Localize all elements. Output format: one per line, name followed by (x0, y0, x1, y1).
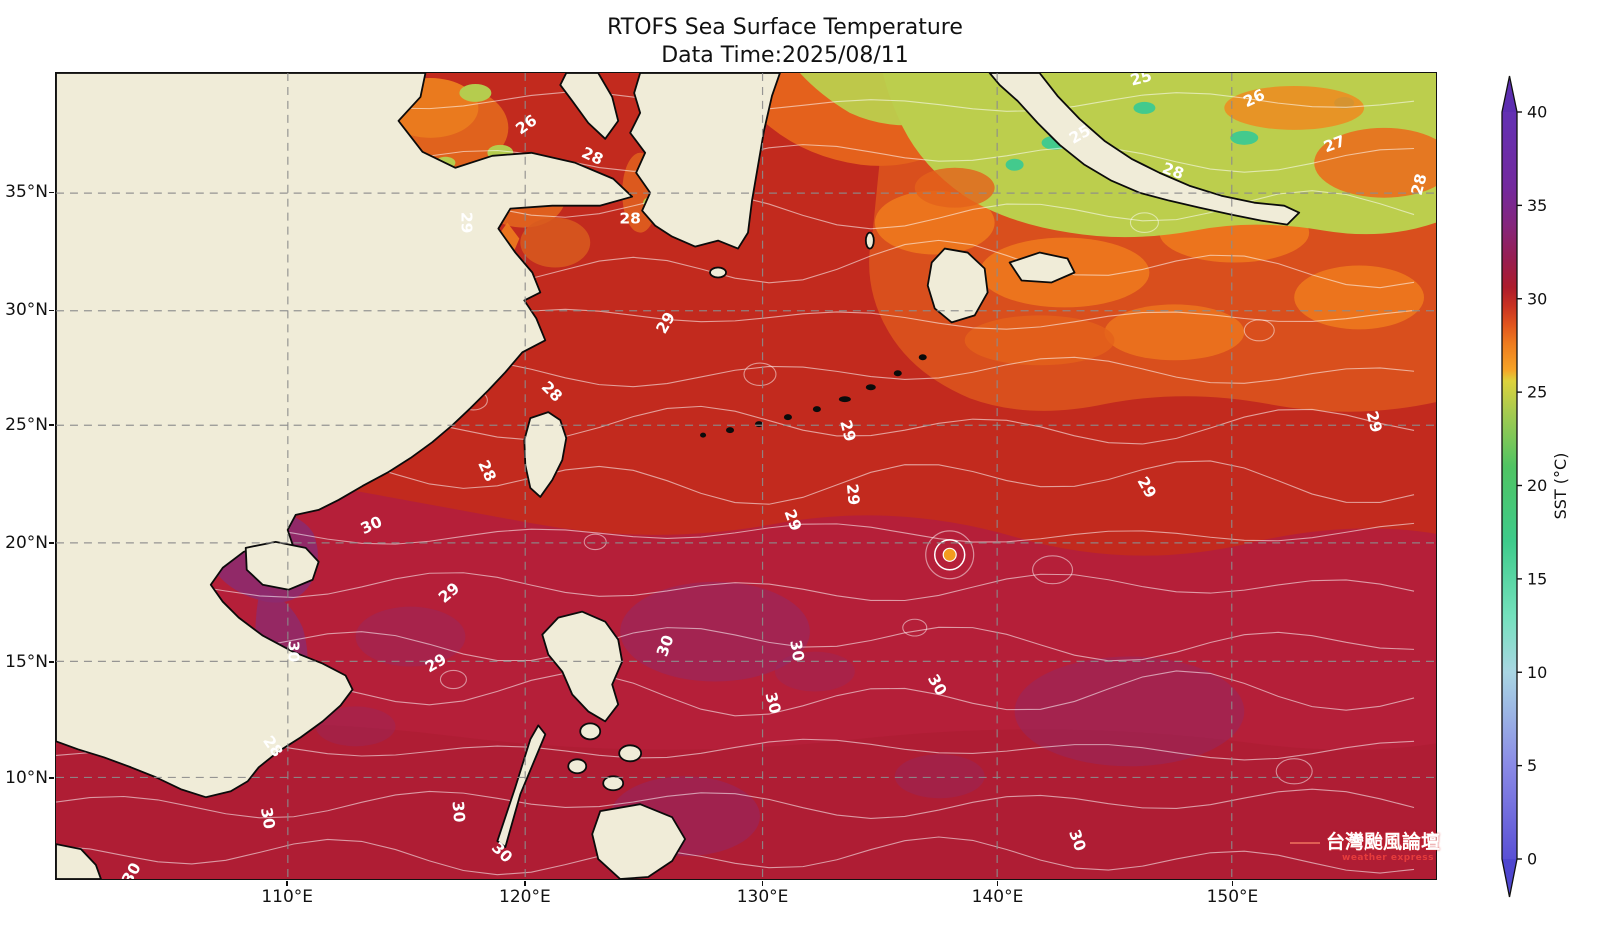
lon-tick-mark (1231, 881, 1234, 886)
colorbar: 0 5 10 15 20 25 30 35 40 SST (°C) (1501, 75, 1570, 898)
land-tsushima (864, 231, 875, 250)
watermark-subtitle: weather express (1342, 853, 1434, 863)
land-visayas (618, 744, 643, 763)
ryukyu-islands (700, 354, 927, 438)
contour-label: 29 (843, 483, 863, 506)
lon-tick-label: 130°E (736, 887, 789, 907)
land-liaodong (559, 73, 620, 140)
contour-label: 30 (761, 690, 784, 716)
contour-line (56, 623, 1415, 662)
closed-contour-ring (583, 533, 607, 551)
colorbar-ticks: 0 5 10 15 20 25 30 35 40 (1517, 103, 1547, 869)
colorbar-under-arrow (1502, 859, 1517, 897)
lon-tick-label: 150°E (1206, 887, 1259, 907)
lon-tick-label: 140°E (971, 887, 1024, 907)
land-mindanao (591, 803, 686, 879)
contour-label: 30 (257, 806, 279, 831)
colorbar-gradient (1502, 112, 1517, 859)
figure-title: RTOFS Sea Surface Temperature Data Time:… (0, 14, 1570, 69)
land-honshu (988, 73, 1301, 226)
lat-tick-label: 35°N (5, 182, 48, 203)
contour-line (56, 788, 1415, 820)
lon-tick-label: 110°E (261, 887, 314, 907)
colorbar-tick-label: 25 (1527, 383, 1547, 402)
land-kyushu (926, 247, 989, 324)
lat-tick-label: 15°N (5, 651, 48, 672)
land-visayas (602, 775, 625, 792)
lat-tick-mark (49, 542, 54, 544)
colorbar-tick-label: 20 (1527, 476, 1547, 495)
sea-color-regions (56, 73, 1436, 879)
lon-tick-mark (761, 881, 764, 886)
colorbar-tick-label: 30 (1527, 289, 1547, 308)
lat-tick-mark (49, 191, 54, 194)
watermark: 台灣颱風論壇 weather express (1289, 831, 1440, 863)
lon-tick-mark (286, 881, 288, 886)
colorbar-tick-label: 10 (1527, 663, 1547, 682)
land-china-indochina (56, 73, 634, 799)
contour-line (56, 572, 1415, 602)
closed-contour-ring (743, 362, 777, 386)
colorbar-tick-label: 5 (1527, 756, 1537, 775)
land-visayas (567, 758, 588, 775)
contour-label: 29 (457, 212, 475, 234)
lat-tick-label: 20°N (5, 533, 48, 554)
colorbar-tick-label: 15 (1527, 569, 1547, 588)
lat-tick-mark (49, 309, 54, 312)
colorbar-tick-label: 35 (1527, 196, 1547, 215)
lon-tick-mark (524, 881, 526, 886)
title-line1: RTOFS Sea Surface Temperature (607, 15, 963, 40)
land-hainan (244, 540, 320, 591)
closed-contour-ring (1275, 758, 1313, 785)
contour-line (56, 836, 1415, 876)
lat-tick-label: 30°N (5, 300, 48, 321)
land-masses (56, 73, 1301, 879)
contour-label: 30 (786, 639, 808, 664)
land-shikoku (1008, 251, 1076, 284)
contour-label: 29 (1362, 409, 1385, 434)
closed-contour-ring (439, 669, 467, 690)
land-palawan (496, 724, 547, 848)
colorbar-tick-label: 40 (1527, 103, 1547, 122)
lon-tick-mark (996, 881, 999, 886)
colorbar-over-arrow (1502, 76, 1517, 112)
lat-tick-label: 10°N (5, 768, 48, 789)
watermark-dash (1289, 841, 1320, 844)
land-gulf-of-thailand-coast (56, 843, 102, 879)
closed-contour-ring (1129, 212, 1159, 233)
lat-tick-label: 25°N (5, 415, 48, 436)
warm-eddy (925, 530, 975, 580)
lat-tick-mark (49, 661, 54, 663)
contour-label: 29 (836, 418, 859, 443)
closed-contour-ring (1243, 319, 1275, 342)
land-luzon (541, 610, 624, 723)
map-plot: 26 28 29 28 28 28 29 29 29 29 30 29 30 29 28 30 30 30 30 30… (55, 72, 1440, 880)
colorbar-axis-label: SST (°C) (1551, 453, 1570, 520)
land-jeju (709, 266, 727, 279)
contour-label: 30 (448, 800, 468, 823)
colorbar-tick-label: 0 (1527, 850, 1537, 869)
lat-tick-mark (49, 424, 54, 426)
land-visayas (579, 722, 602, 741)
title-line2: Data Time:2025/08/11 (661, 42, 909, 68)
contour-label: 30 (285, 641, 303, 663)
watermark-brand: 台灣颱風論壇 (1325, 831, 1440, 853)
contour-label: 28 (619, 210, 641, 228)
contour-label: 25 (1128, 73, 1153, 90)
lat-tick-mark (49, 777, 54, 779)
contour-label: 28 (1408, 172, 1431, 197)
closed-contour-ring (1032, 555, 1074, 585)
lon-tick-label: 120°E (499, 887, 551, 907)
closed-contour-ring (902, 618, 928, 637)
graticule-grid (56, 73, 1436, 879)
